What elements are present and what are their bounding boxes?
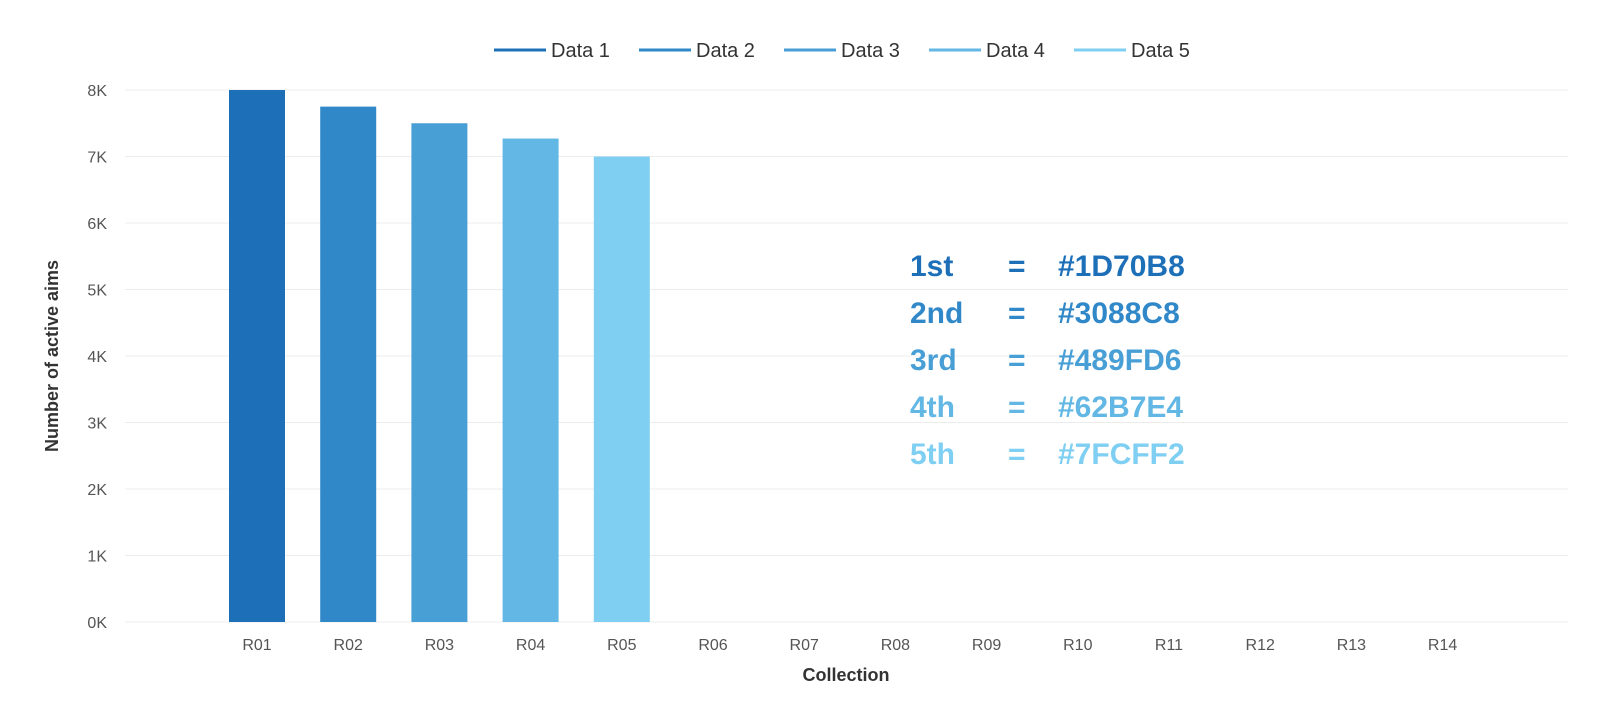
bar-r02 bbox=[320, 106, 377, 622]
x-tick-label: R06 bbox=[698, 637, 727, 654]
y-tick-label: 7K bbox=[87, 150, 107, 167]
x-tick-label: R07 bbox=[790, 637, 819, 654]
y-tick-label: 3K bbox=[87, 416, 107, 433]
bars bbox=[229, 90, 650, 623]
y-tick-label: 6K bbox=[87, 216, 107, 233]
annotation-rank: 5th bbox=[910, 438, 955, 471]
y-tick-label: 0K bbox=[87, 615, 107, 632]
y-tick-label: 4K bbox=[87, 349, 107, 366]
annotation-color-code: #489FD6 bbox=[1058, 344, 1181, 377]
annotation-rank: 2nd bbox=[910, 297, 963, 330]
annotation-color-code: #1D70B8 bbox=[1058, 250, 1185, 283]
bar-r03 bbox=[411, 123, 468, 622]
bar-r01 bbox=[229, 90, 285, 622]
bar-r04 bbox=[502, 138, 559, 623]
x-tick-label: R11 bbox=[1155, 637, 1183, 654]
annotation-equals: = bbox=[1008, 297, 1026, 330]
x-tick-label: R03 bbox=[425, 637, 454, 654]
y-tick-label: 2K bbox=[87, 482, 107, 499]
legend-label: Data 4 bbox=[986, 40, 1045, 62]
legend-label: Data 3 bbox=[841, 40, 900, 62]
y-tick-label: 8K bbox=[87, 83, 107, 100]
x-tick-label: R08 bbox=[881, 637, 910, 654]
legend-label: Data 2 bbox=[696, 40, 755, 62]
annotation-color-code: #3088C8 bbox=[1058, 297, 1180, 330]
annotation-equals: = bbox=[1008, 344, 1026, 377]
x-tick-label: R10 bbox=[1063, 637, 1092, 654]
annotation-rank: 3rd bbox=[910, 344, 957, 377]
x-tick-label: R13 bbox=[1337, 637, 1366, 654]
annotation-rank: 1st bbox=[910, 250, 953, 283]
x-tick-label: R02 bbox=[334, 637, 363, 654]
bar-r05 bbox=[593, 156, 650, 622]
y-axis-title: Number of active aims bbox=[42, 260, 62, 452]
annotation-equals: = bbox=[1008, 391, 1026, 424]
y-axis-ticks: 0K 1K 2K 3K 4K 5K 6K 7K 8K bbox=[87, 83, 107, 632]
annotation-color-code: #62B7E4 bbox=[1058, 391, 1183, 424]
x-axis-title: Collection bbox=[802, 665, 889, 685]
x-tick-label: R09 bbox=[972, 637, 1001, 654]
annotation-equals: = bbox=[1008, 438, 1026, 471]
y-tick-label: 5K bbox=[87, 283, 107, 300]
legend-label: Data 5 bbox=[1131, 40, 1190, 62]
annotation-equals: = bbox=[1008, 250, 1026, 283]
x-tick-label: R01 bbox=[242, 637, 271, 654]
x-tick-label: R04 bbox=[516, 637, 545, 654]
x-tick-label: R05 bbox=[607, 637, 636, 654]
x-tick-label: R12 bbox=[1246, 637, 1275, 654]
x-axis-ticks: R01 R02 R03 R04 R05 R06 R07 R08 R09 R10 R11 R12 R13 R… bbox=[242, 637, 1457, 654]
legend: Data 1 Data 2 Data 3 Data 4 Data 5 bbox=[494, 40, 1190, 62]
legend-label: Data 1 bbox=[551, 40, 610, 62]
x-tick-label: R14 bbox=[1428, 637, 1457, 654]
y-tick-label: 1K bbox=[87, 549, 107, 566]
color-annotations: 1st = #1D70B8 2nd = #3088C8 3rd = #489FD6 4th = #62… bbox=[910, 250, 1185, 471]
annotation-rank: 4th bbox=[910, 391, 955, 424]
annotation-color-code: #7FCFF2 bbox=[1058, 438, 1185, 471]
